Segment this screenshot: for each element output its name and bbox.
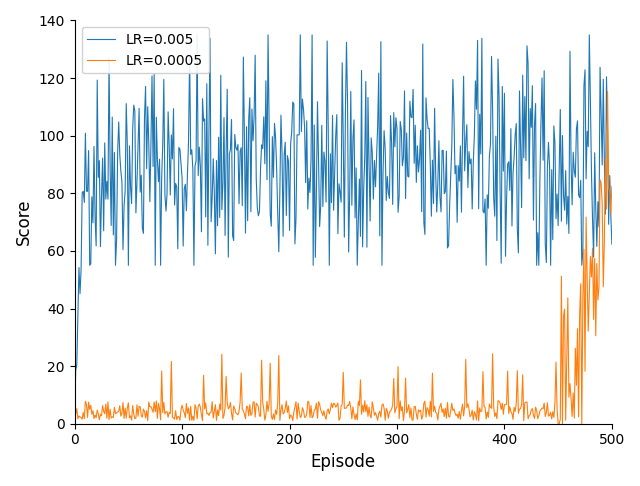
LR=0.0005 [608, 184, 616, 190]
LR=0.0005 [266, 361, 274, 366]
LR=0.005 [193, 32, 201, 38]
LR=0.005 [418, 208, 426, 214]
LR=0.0005 [417, 407, 424, 413]
Legend: LR=0.005, LR=0.0005: LR=0.005, LR=0.0005 [81, 27, 209, 73]
LR=0.0005 [227, 399, 234, 405]
LR=0.005 [71, 406, 79, 412]
LR=0.005 [228, 117, 236, 122]
LR=0.005 [268, 223, 275, 229]
LR=0.005 [424, 126, 432, 132]
X-axis label: Episode: Episode [310, 453, 376, 471]
Line: LR=0.005: LR=0.005 [75, 35, 612, 409]
LR=0.0005 [71, 405, 79, 411]
LR=0.0005 [204, 410, 212, 416]
LR=0.005 [608, 241, 616, 247]
LR=0.005 [205, 128, 212, 134]
LR=0.005 [516, 142, 524, 148]
LR=0.0005 [423, 405, 431, 411]
LR=0.0005 [554, 421, 562, 427]
LR=0.0005 [516, 406, 524, 412]
Y-axis label: Score: Score [15, 199, 33, 245]
Line: LR=0.0005: LR=0.0005 [75, 91, 612, 424]
LR=0.0005 [604, 88, 611, 94]
